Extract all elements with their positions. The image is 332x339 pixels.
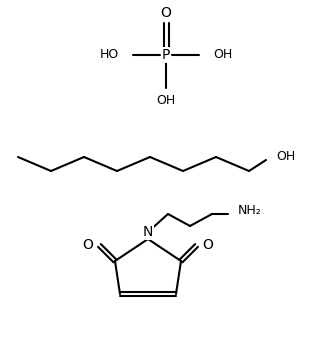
Text: HO: HO [100, 48, 119, 61]
Text: OH: OH [156, 94, 176, 106]
Text: O: O [203, 238, 213, 253]
Text: P: P [162, 48, 170, 62]
Text: O: O [83, 238, 93, 253]
Text: O: O [161, 6, 171, 20]
Text: NH₂: NH₂ [238, 204, 262, 218]
Text: OH: OH [276, 151, 295, 163]
Text: N: N [143, 225, 153, 239]
Text: OH: OH [213, 48, 232, 61]
